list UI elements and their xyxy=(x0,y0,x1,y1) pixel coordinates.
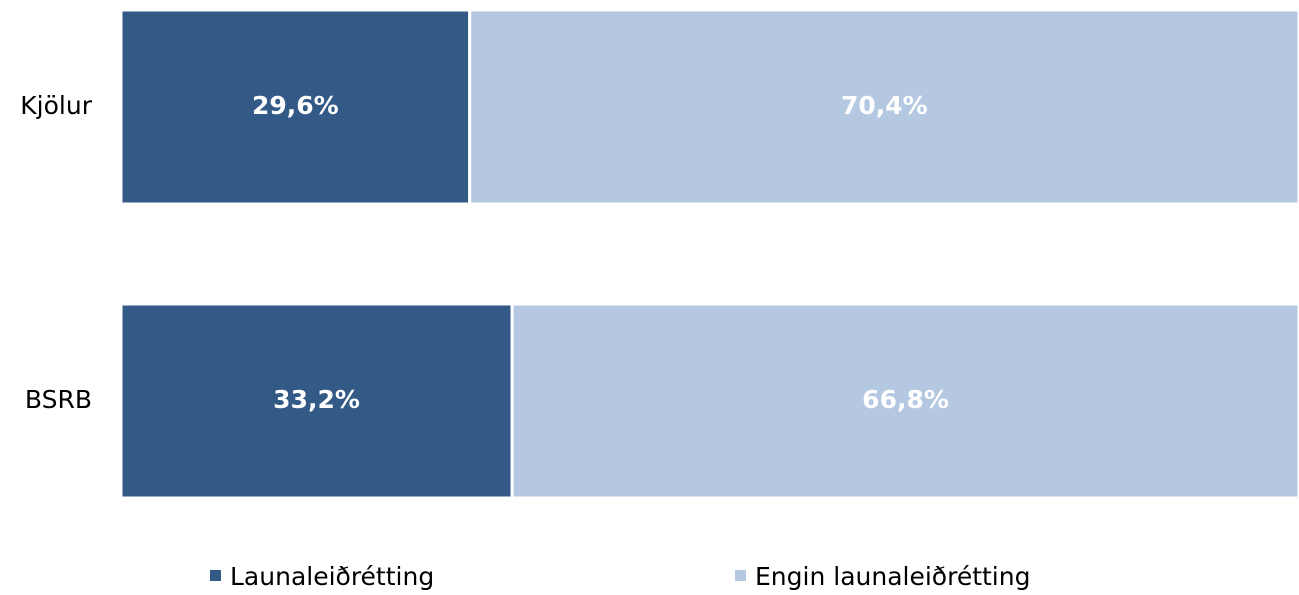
category-label: Kjölur xyxy=(20,91,92,120)
legend-label: Engin launaleiðrétting xyxy=(755,562,1030,591)
bar-segment xyxy=(119,8,472,206)
value-label: 29,6% xyxy=(252,91,339,120)
legend-swatch xyxy=(735,570,746,581)
legend-swatch xyxy=(210,570,221,581)
legend-label: Launaleiðrétting xyxy=(230,562,434,591)
value-label: 33,2% xyxy=(273,385,360,414)
bar-segment xyxy=(468,8,1299,206)
value-label: 70,4% xyxy=(841,91,928,120)
bar-segment xyxy=(119,302,514,500)
value-label: 66,8% xyxy=(862,385,949,414)
bar-segment xyxy=(510,302,1299,500)
category-label: BSRB xyxy=(25,385,92,414)
